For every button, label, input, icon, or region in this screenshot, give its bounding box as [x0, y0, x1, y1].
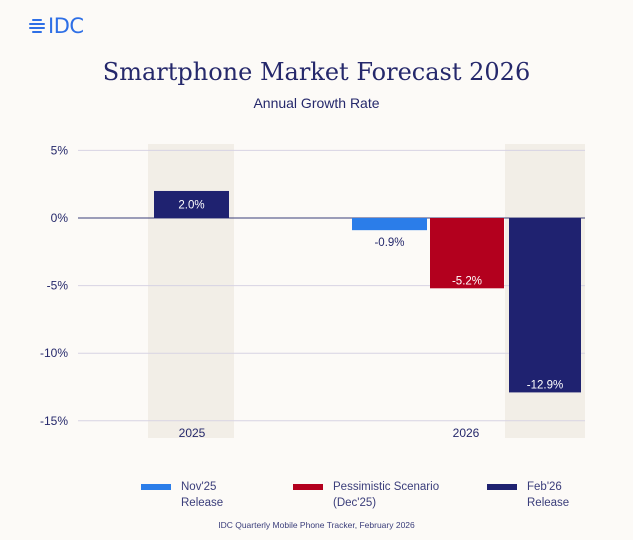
bar-1 — [352, 218, 427, 231]
legend-item: Nov'25 Release — [141, 479, 223, 511]
bar-3 — [509, 218, 581, 393]
legend-label: Feb'26 Release — [527, 479, 569, 511]
legend-label-line: Nov'25 — [181, 481, 217, 493]
data-label: 2.0% — [178, 199, 204, 211]
chart-subtitle: Annual Growth Rate — [253, 95, 380, 111]
data-label: -5.2% — [452, 275, 482, 287]
globe-icon — [29, 19, 45, 33]
legend-label-line: Release — [527, 497, 570, 509]
y-tick-label: -15% — [40, 414, 68, 428]
idc-logo: IDC — [28, 14, 84, 38]
legend-label: Nov'25 Release — [181, 479, 223, 511]
legend-swatch — [141, 484, 171, 490]
data-label: -0.9% — [374, 237, 404, 249]
legend-label: Pessimistic Scenario (Dec'25) — [333, 479, 439, 511]
band-2025 — [148, 144, 234, 438]
legend-item: Feb'26 Release — [487, 479, 569, 511]
legend-item: Pessimistic Scenario (Dec'25) — [293, 479, 439, 511]
x-category-label: 2026 — [453, 426, 480, 440]
data-label: -12.9% — [527, 379, 563, 391]
bar-2 — [430, 218, 504, 289]
y-tick-label: -5% — [47, 279, 69, 293]
y-tick-label: 0% — [51, 211, 69, 225]
x-category-label: 2025 — [179, 426, 206, 440]
source-note: IDC Quarterly Mobile Phone Tracker, Febr… — [218, 520, 415, 530]
chart-title: Smartphone Market Forecast 2026 — [102, 58, 531, 86]
bar-0 — [154, 190, 229, 218]
logo-text: IDC — [48, 14, 84, 38]
y-tick-label: -10% — [40, 346, 68, 360]
legend-label-line: Feb'26 — [527, 481, 562, 493]
legend-label-line: (Dec'25) — [333, 497, 377, 509]
legend-swatch — [293, 484, 323, 490]
y-tick-label: 5% — [51, 143, 69, 157]
legend-swatch — [487, 484, 517, 490]
legend-label-line: Release — [181, 497, 224, 509]
legend-label-line: Pessimistic Scenario — [333, 481, 440, 493]
